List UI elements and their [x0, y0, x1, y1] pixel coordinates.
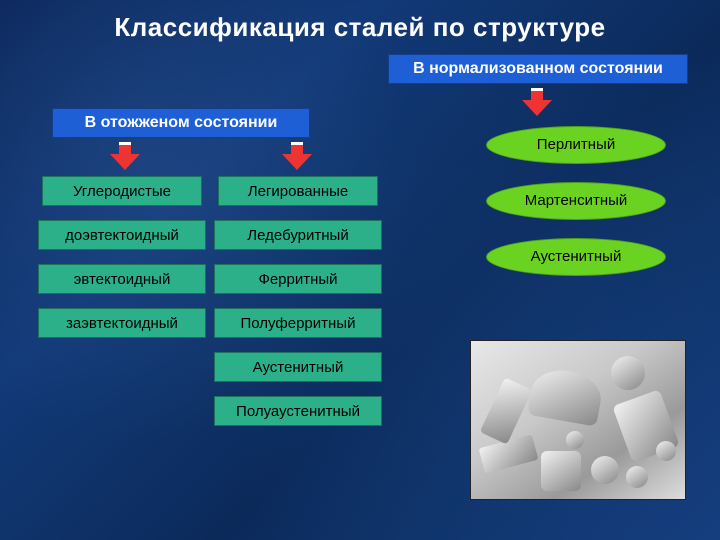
- alloy-item: Полуферритный: [214, 308, 382, 338]
- normalized-item: Перлитный: [486, 126, 666, 164]
- header-normalized: В нормализованном состоянии: [388, 54, 688, 84]
- normalized-item: Мартенситный: [486, 182, 666, 220]
- alloy-item: Ледебуритный: [214, 220, 382, 250]
- alloy-title: Легированные: [218, 176, 378, 206]
- alloy-item: Полуаустенитный: [214, 396, 382, 426]
- alloy-item: Ферритный: [214, 264, 382, 294]
- alloy-item: Аустенитный: [214, 352, 382, 382]
- carbon-item: доэвтектоидный: [38, 220, 206, 250]
- steel-fittings-image: [470, 340, 686, 500]
- arrow-down-icon: [522, 88, 552, 116]
- carbon-item: эвтектоидный: [38, 264, 206, 294]
- header-annealed: В отожженом состоянии: [52, 108, 310, 138]
- normalized-item: Аустенитный: [486, 238, 666, 276]
- arrow-down-icon: [110, 142, 140, 170]
- arrow-down-icon: [282, 142, 312, 170]
- carbon-item: заэвтектоидный: [38, 308, 206, 338]
- page-title: Классификация сталей по структуре: [0, 12, 720, 43]
- carbon-title: Углеродистые: [42, 176, 202, 206]
